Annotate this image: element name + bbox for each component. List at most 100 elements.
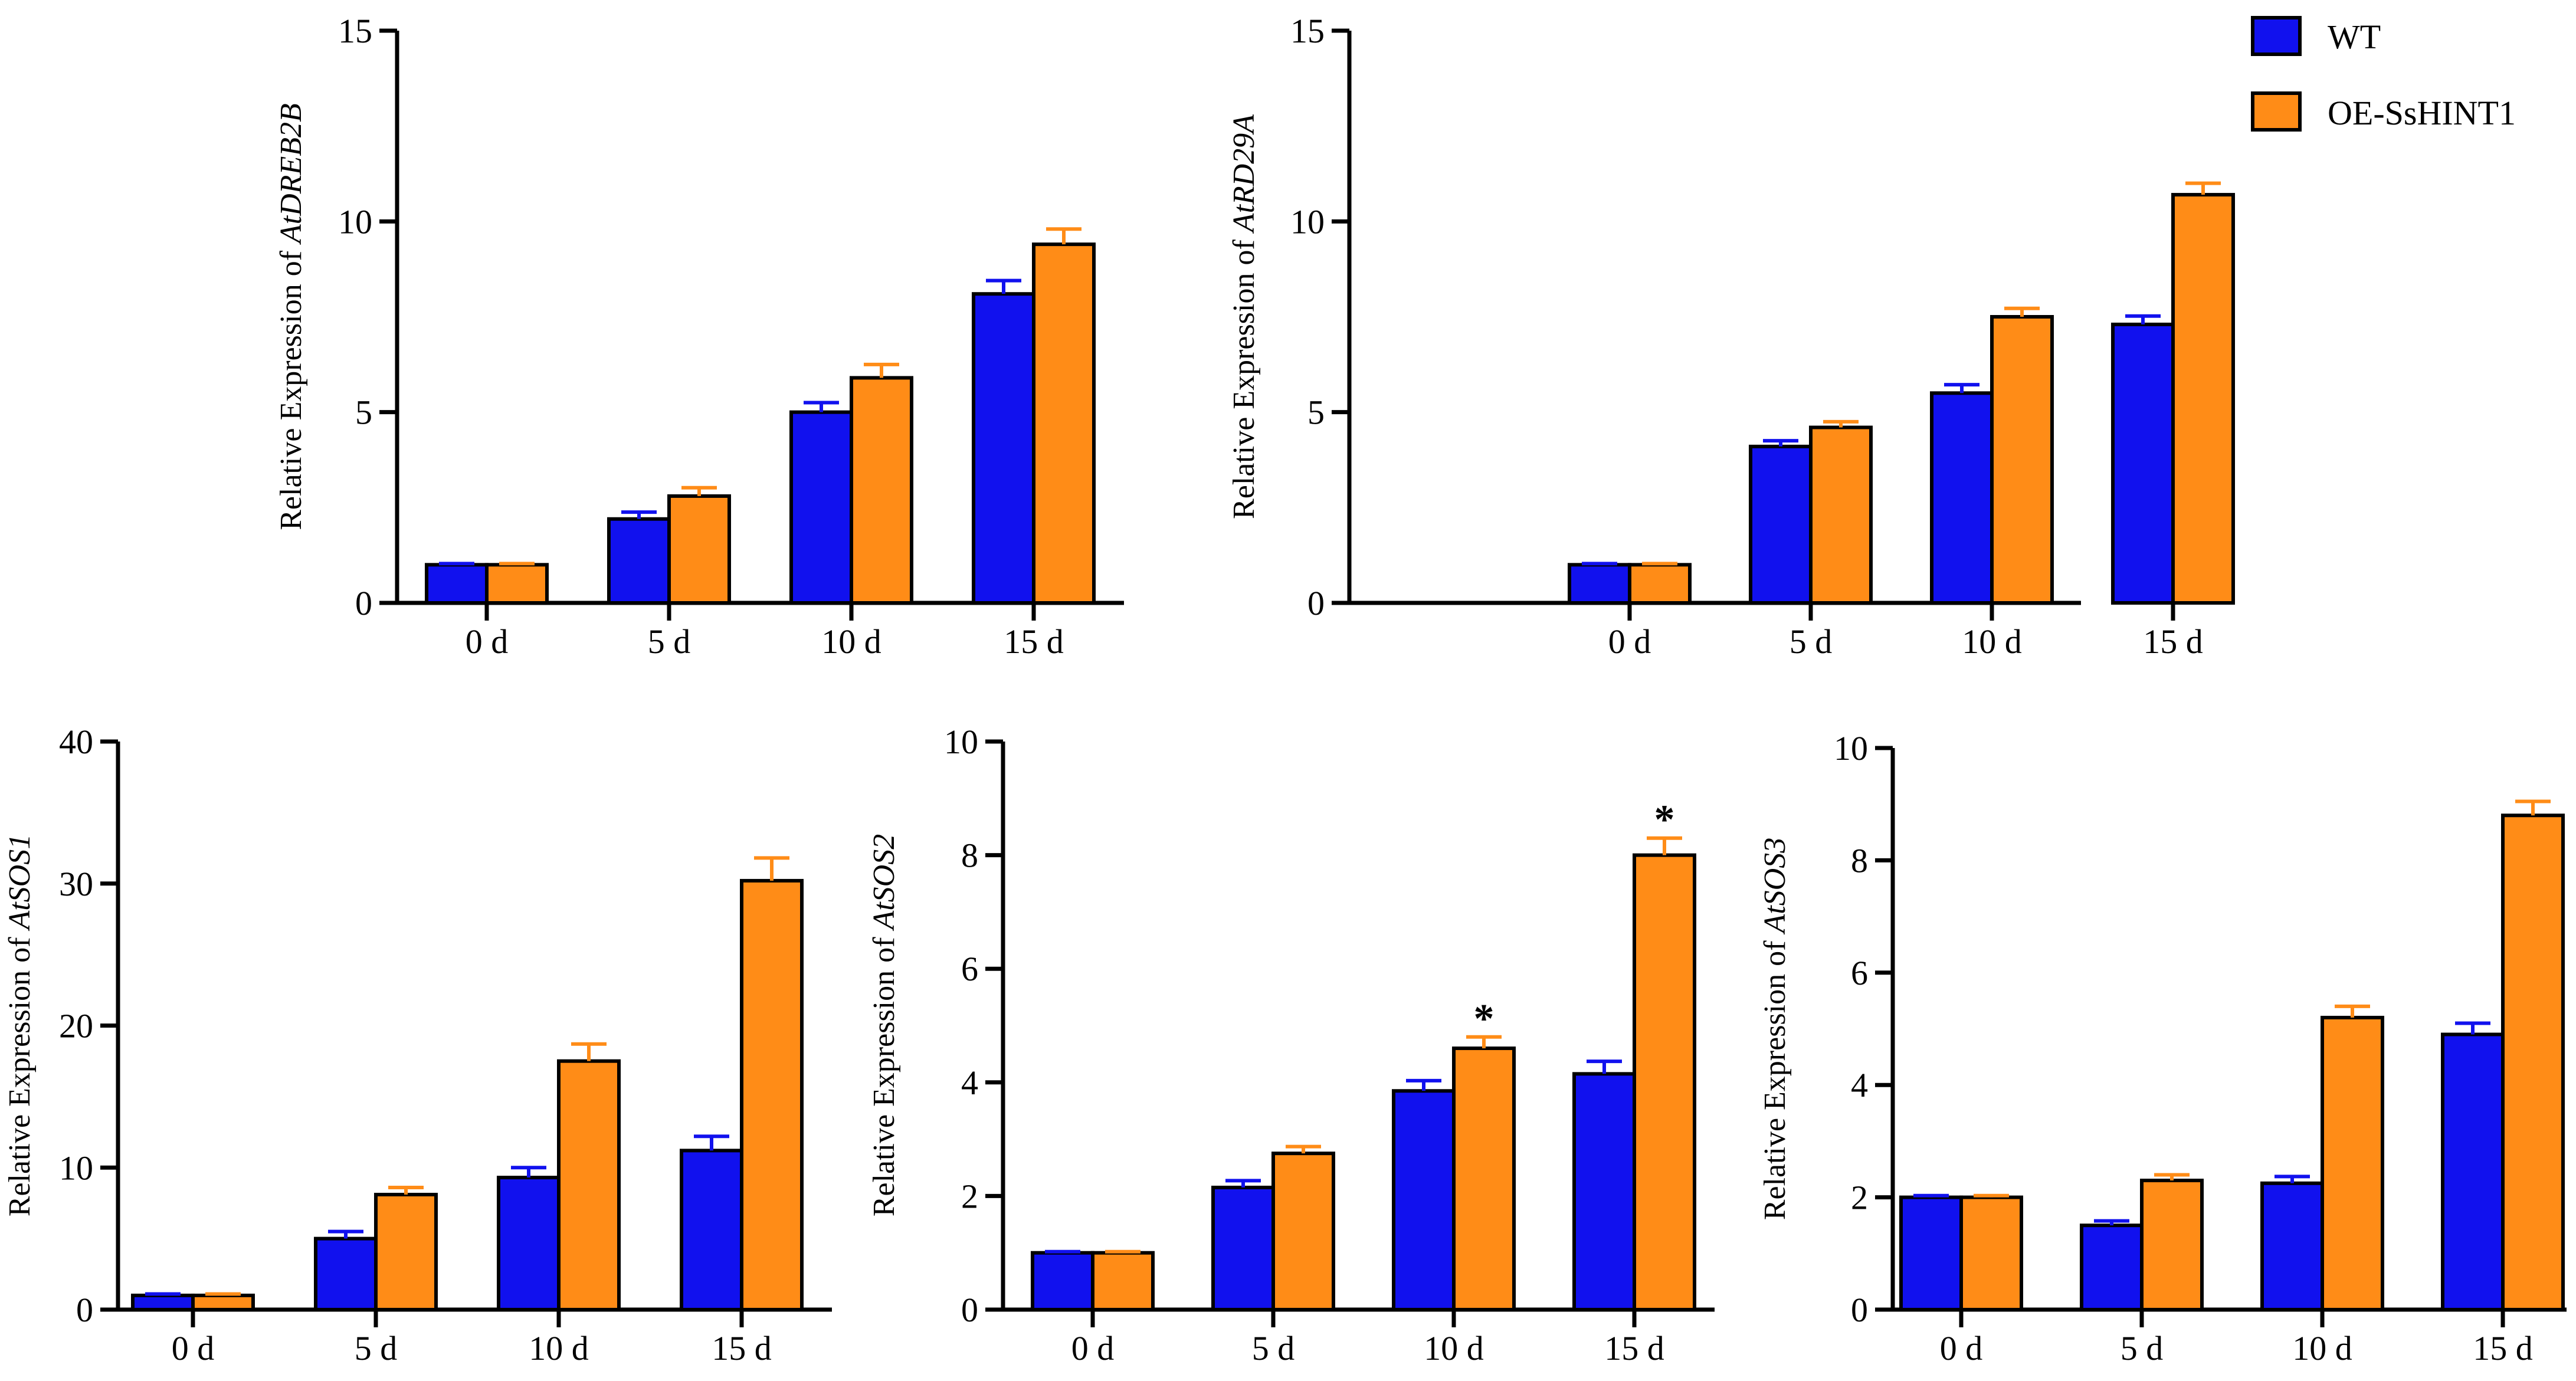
y-axis-label: Relative Expression of AtDREB2B (274, 103, 308, 530)
y-tick-label: 20 (59, 1007, 93, 1045)
y-tick-label: 15 (338, 12, 372, 50)
y-axis-label-prefix: Relative Expression of (1758, 933, 1792, 1221)
y-tick-label: 6 (961, 950, 978, 988)
bar-oe-sshint1-15-d (1633, 853, 1696, 1311)
bar-wt-10-d (497, 1176, 561, 1312)
y-tick-label: 30 (59, 865, 93, 903)
bar-wt-5-d (1749, 444, 1813, 605)
x-tick-label: 0 d (1608, 622, 1651, 661)
bar-oe-sshint1-0-d (191, 1293, 255, 1312)
x-tick-label: 15 d (1604, 1329, 1664, 1367)
bar-wt-0-d (1568, 563, 1631, 605)
x-tick-label: 5 d (1252, 1329, 1295, 1367)
bar-oe-sshint1-5-d (1809, 425, 1873, 605)
bar-oe-sshint1-10-d (1452, 1047, 1516, 1312)
bar-wt-0-d (131, 1293, 195, 1312)
bar-oe-sshint1-15-d (740, 878, 804, 1312)
y-tick-label: 2 (961, 1177, 978, 1215)
y-axis-label: Relative Expression of AtRD29A (1227, 114, 1261, 519)
x-tick-label: 10 d (821, 622, 881, 661)
bar-wt-5-d (607, 517, 671, 605)
x-tick-label: 0 d (172, 1329, 215, 1367)
y-tick-label: 5 (355, 393, 372, 432)
bar-wt-5-d (2080, 1223, 2144, 1311)
x-tick-label: 10 d (1424, 1329, 1484, 1367)
y-axis-label-gene: AtSOS1 (3, 834, 37, 931)
y-tick-label: 0 (355, 584, 372, 622)
bar-oe-sshint1-15-d (2171, 193, 2235, 605)
y-tick-label: 40 (59, 723, 93, 761)
x-tick-label: 10 d (1962, 622, 2022, 661)
x-tick-label: 10 d (2292, 1329, 2352, 1367)
y-tick-label: 4 (1851, 1066, 1868, 1104)
bar-oe-sshint1-5-d (667, 494, 731, 605)
x-tick-label: 15 d (2143, 622, 2203, 661)
bar-wt-10-d (789, 410, 853, 605)
x-tick-label: 0 d (466, 622, 509, 661)
chart-panel-atsos2: 0 2 4 6 8 10 Relative Expression of AtSOS2 0 d 5… (867, 723, 1715, 1367)
bar-wt-10-d (1930, 391, 1994, 605)
y-axis-label-prefix: Relative Expression of (1227, 232, 1261, 519)
y-tick-label: 10 (338, 202, 372, 241)
y-axis-label: Relative Expression of AtSOS3 (1758, 838, 1792, 1220)
y-tick-label: 2 (1851, 1179, 1868, 1217)
x-tick-label: 15 d (1004, 622, 1064, 661)
y-axis-label: Relative Expression of AtSOS2 (867, 834, 901, 1216)
bar-wt-5-d (1211, 1185, 1275, 1311)
x-tick-label: 5 d (355, 1329, 398, 1367)
y-tick-label: 5 (1307, 393, 1325, 432)
y-tick-label: 10 (1834, 729, 1868, 767)
y-tick-label: 0 (961, 1291, 978, 1329)
y-axis-label-gene: AtSOS3 (1758, 838, 1792, 935)
bar-oe-sshint1-0-d (1091, 1251, 1155, 1311)
significance-marker: * (1654, 798, 1675, 843)
bar-wt-15-d (2441, 1032, 2505, 1312)
legend-swatch-wt (2251, 16, 2302, 56)
bar-wt-10-d (2260, 1181, 2324, 1312)
bar-oe-sshint1-15-d (2501, 813, 2565, 1311)
bar-oe-sshint1-0-d (1959, 1195, 2023, 1311)
legend: WT OE-SsHINT1 (2251, 16, 2516, 132)
x-tick-label: 15 d (2473, 1329, 2533, 1367)
bar-oe-sshint1-5-d (1271, 1152, 1335, 1312)
bar-oe-sshint1-10-d (557, 1059, 621, 1311)
x-tick-label: 0 d (1071, 1329, 1115, 1367)
bar-wt-0-d (425, 563, 489, 605)
bar-wt-15-d (1572, 1072, 1636, 1311)
y-axis-label-gene: AtRD29A (1227, 114, 1261, 234)
x-tick-label: 15 d (712, 1329, 772, 1367)
y-tick-label: 6 (1851, 954, 1868, 992)
chart-panel-atdreb2b: 0 5 10 15 Relative Expression of AtDREB2B 0 d… (274, 12, 1124, 661)
y-tick-label: 10 (1290, 202, 1325, 241)
bar-wt-15-d (680, 1149, 743, 1311)
y-axis-label-prefix: Relative Expression of (867, 930, 901, 1217)
bar-oe-sshint1-10-d (2321, 1015, 2384, 1311)
bar-oe-sshint1-15-d (1032, 242, 1096, 605)
x-tick-label: 0 d (1940, 1329, 1983, 1367)
legend-label-oe-sshint1: OE-SsHINT1 (2328, 94, 2516, 132)
y-tick-label: 0 (76, 1291, 93, 1329)
y-axis-label: Relative Expression of AtSOS1 (3, 834, 37, 1216)
y-axis-label-prefix: Relative Expression of (3, 930, 37, 1217)
y-tick-label: 4 (961, 1064, 978, 1102)
significance-marker: * (1474, 996, 1495, 1042)
bar-oe-sshint1-10-d (850, 376, 913, 605)
chart-panels: 0 5 10 15 Relative Expression of AtDREB2B 0 d… (3, 12, 2567, 1367)
bar-wt-15-d (972, 292, 1035, 605)
legend-label-wt: WT (2328, 18, 2381, 56)
y-tick-label: 15 (1290, 12, 1325, 50)
y-tick-label: 8 (1851, 841, 1868, 880)
bar-oe-sshint1-5-d (374, 1192, 438, 1312)
y-axis-label-gene: AtSOS2 (867, 834, 901, 931)
x-tick-label: 5 d (648, 622, 691, 661)
bar-wt-10-d (1392, 1089, 1456, 1311)
y-tick-label: 8 (961, 837, 978, 875)
bar-wt-0-d (1031, 1251, 1094, 1311)
chart-panel-atsos1: 0 10 20 30 40 Relative Expression of AtSOS1 0 … (3, 723, 832, 1367)
x-tick-label: 5 d (2121, 1329, 2164, 1367)
chart-panel-atsos3: 0 2 4 6 8 10 Relative Expression of AtSOS3 0 d 5… (1758, 729, 2567, 1367)
y-tick-label: 0 (1851, 1291, 1868, 1329)
bar-oe-sshint1-5-d (2140, 1179, 2204, 1312)
bar-wt-15-d (2111, 322, 2175, 605)
